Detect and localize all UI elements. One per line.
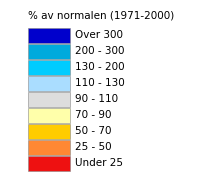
Bar [28, 140, 70, 155]
Text: Over 300: Over 300 [75, 31, 123, 41]
Bar [28, 92, 70, 107]
Bar [28, 60, 70, 75]
Text: 200 - 300: 200 - 300 [75, 46, 124, 56]
Bar [28, 156, 70, 171]
Text: % av normalen (1971-2000): % av normalen (1971-2000) [28, 10, 174, 20]
Text: 130 - 200: 130 - 200 [75, 63, 125, 73]
Text: Under 25: Under 25 [75, 159, 123, 169]
Bar [28, 124, 70, 139]
Bar [28, 28, 70, 43]
Bar [28, 108, 70, 123]
Text: 90 - 110: 90 - 110 [75, 95, 118, 105]
Text: 25 - 50: 25 - 50 [75, 142, 112, 152]
Text: 70 - 90: 70 - 90 [75, 110, 111, 120]
Text: 110 - 130: 110 - 130 [75, 78, 125, 88]
Bar [28, 76, 70, 91]
Bar [28, 44, 70, 59]
Text: 50 - 70: 50 - 70 [75, 127, 111, 137]
